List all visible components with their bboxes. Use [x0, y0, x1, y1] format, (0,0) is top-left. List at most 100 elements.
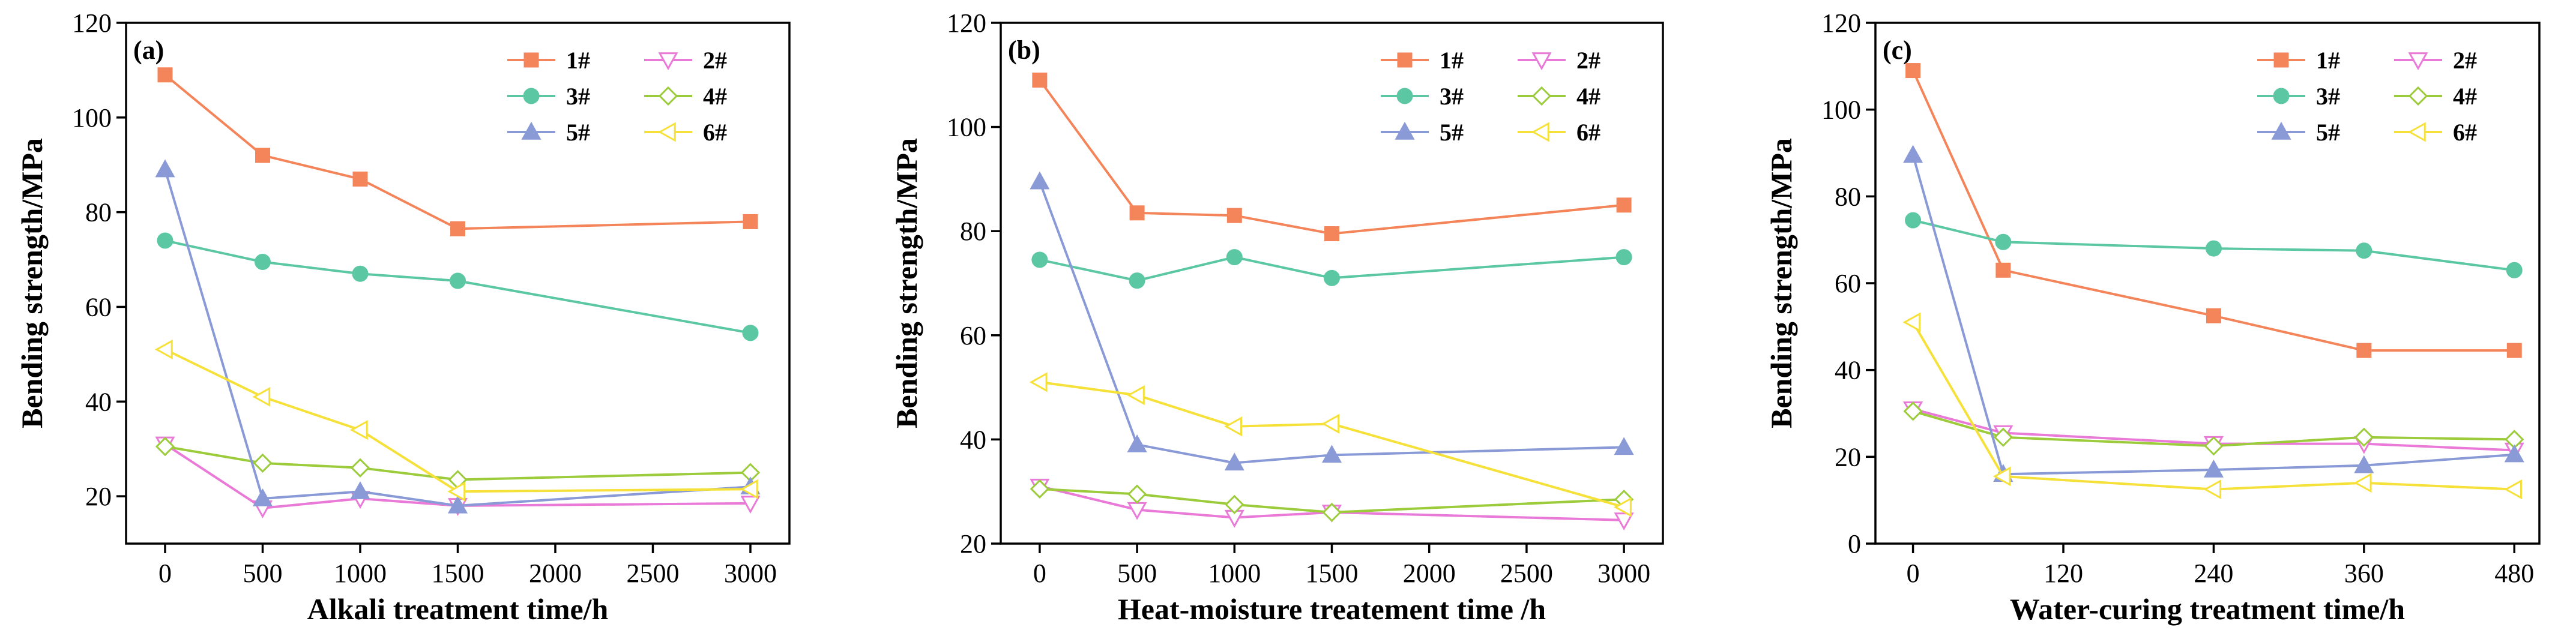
- legend-label: 5#: [566, 119, 590, 146]
- data-point: [2356, 242, 2372, 259]
- data-point: [1992, 466, 2011, 487]
- chart-panel-2: 0 500 1000 1500 2000 2500 3000 20 40 60 80 100 120 He…: [890, 8, 1664, 626]
- legend-label: 5#: [2316, 119, 2340, 146]
- data-point: [1030, 479, 1050, 499]
- x-tick-label: 1500: [1306, 559, 1359, 588]
- data-point: [2354, 427, 2374, 447]
- legend-item: 4#: [2394, 83, 2477, 110]
- y-tick-label: 40: [960, 425, 986, 454]
- data-point: [255, 253, 271, 270]
- x-tick-label: 0: [1033, 559, 1046, 588]
- legend-marker: [1397, 52, 1413, 68]
- legend-label: 6#: [1576, 119, 1600, 146]
- series-6#: [1029, 372, 1632, 517]
- x-tick-label: 240: [2194, 559, 2233, 588]
- series-4#: [1030, 479, 1634, 523]
- data-point: [740, 496, 761, 514]
- y-tick-label: 120: [72, 8, 112, 38]
- legend-marker: [523, 52, 539, 68]
- data-point: [2205, 240, 2222, 257]
- legend-marker: [2408, 86, 2428, 106]
- data-point: [2206, 308, 2221, 323]
- data-point: [1129, 205, 1145, 221]
- data-point: [1614, 512, 1634, 531]
- data-point: [1614, 437, 1634, 455]
- data-point: [1129, 272, 1145, 289]
- series-3#: [1905, 212, 2523, 278]
- legend-item: 4#: [1518, 83, 1600, 110]
- data-point: [1616, 197, 1632, 213]
- data-point: [1321, 445, 1342, 463]
- data-point: [1903, 145, 1923, 163]
- legend-label: 6#: [2453, 119, 2477, 146]
- data-point: [1224, 452, 1244, 471]
- legend-label: 3#: [2316, 83, 2340, 110]
- series-6#: [154, 339, 758, 502]
- series-line: [1039, 380, 1624, 509]
- legend-item: 6#: [2394, 119, 2477, 146]
- data-point: [1321, 413, 1340, 434]
- data-point: [352, 265, 369, 282]
- data-point: [1226, 208, 1242, 223]
- legend: 1# 2# 3# 4# 5# 6#: [2257, 47, 2477, 146]
- x-axis-title: Heat-moisture treatement time /h: [1118, 592, 1546, 626]
- y-tick-label: 120: [1821, 8, 1861, 38]
- y-tick-label: 100: [947, 113, 986, 142]
- x-tick-label: 120: [2044, 559, 2083, 588]
- data-point: [1126, 385, 1145, 406]
- x-tick-label: 0: [1907, 559, 1920, 588]
- data-point: [1903, 401, 1923, 421]
- legend-marker: [658, 86, 678, 106]
- data-point: [1226, 249, 1243, 266]
- data-point: [2506, 262, 2523, 278]
- data-point: [252, 488, 273, 506]
- y-tick-label: 80: [1835, 182, 1861, 211]
- x-tick-label: 3000: [724, 559, 777, 588]
- legend-label: 4#: [2453, 83, 2477, 110]
- series-line: [164, 169, 751, 507]
- data-point: [1902, 312, 1921, 332]
- y-tick-label: 120: [947, 8, 986, 38]
- series-1#: [1905, 63, 2522, 358]
- data-point: [2356, 343, 2372, 358]
- data-point: [2353, 473, 2372, 493]
- y-tick-label: 60: [960, 321, 986, 350]
- data-point: [1225, 494, 1244, 515]
- data-point: [350, 481, 370, 499]
- data-point: [1995, 262, 2011, 278]
- y-axis-title: Bending strength/MPa: [15, 138, 49, 428]
- legend-item: 2#: [2394, 47, 2477, 74]
- y-tick-label: 20: [960, 529, 986, 559]
- series-3#: [157, 232, 759, 341]
- x-axis-title: Water-curing treatment time/h: [2010, 592, 2405, 626]
- series-1#: [157, 67, 758, 236]
- data-point: [2203, 479, 2222, 500]
- data-point: [349, 420, 368, 440]
- legend-item: 6#: [644, 119, 727, 146]
- x-tick-label: 2000: [529, 559, 582, 588]
- legend-item: 6#: [1518, 119, 1600, 146]
- legend-label: 2#: [1576, 47, 1600, 74]
- chart-panel-3: 0 120 240 360 480 0 20 40 60 80 100 120 Water-curing…: [1764, 8, 2541, 626]
- y-axis-title: Bending strength/MPa: [890, 138, 923, 428]
- data-point: [1324, 226, 1339, 242]
- series-1#: [1032, 72, 1632, 242]
- series-3#: [1031, 249, 1632, 289]
- x-tick-label: 500: [243, 559, 283, 588]
- data-point: [2203, 459, 2224, 478]
- data-point: [1995, 233, 2012, 250]
- x-tick-label: 480: [2494, 559, 2534, 588]
- legend-item: 1#: [507, 47, 590, 74]
- panel-label: (c): [1883, 35, 1912, 65]
- x-tick-label: 0: [158, 559, 172, 588]
- data-point: [742, 325, 759, 341]
- y-tick-label: 40: [1835, 356, 1861, 385]
- data-point: [1614, 497, 1632, 517]
- legend-item: 2#: [1518, 47, 1600, 74]
- y-tick-label: 100: [1821, 95, 1861, 125]
- x-tick-label: 3000: [1597, 559, 1650, 588]
- legend-item: 5#: [1381, 119, 1464, 146]
- data-point: [743, 214, 758, 229]
- x-tick-label: 1000: [1208, 559, 1261, 588]
